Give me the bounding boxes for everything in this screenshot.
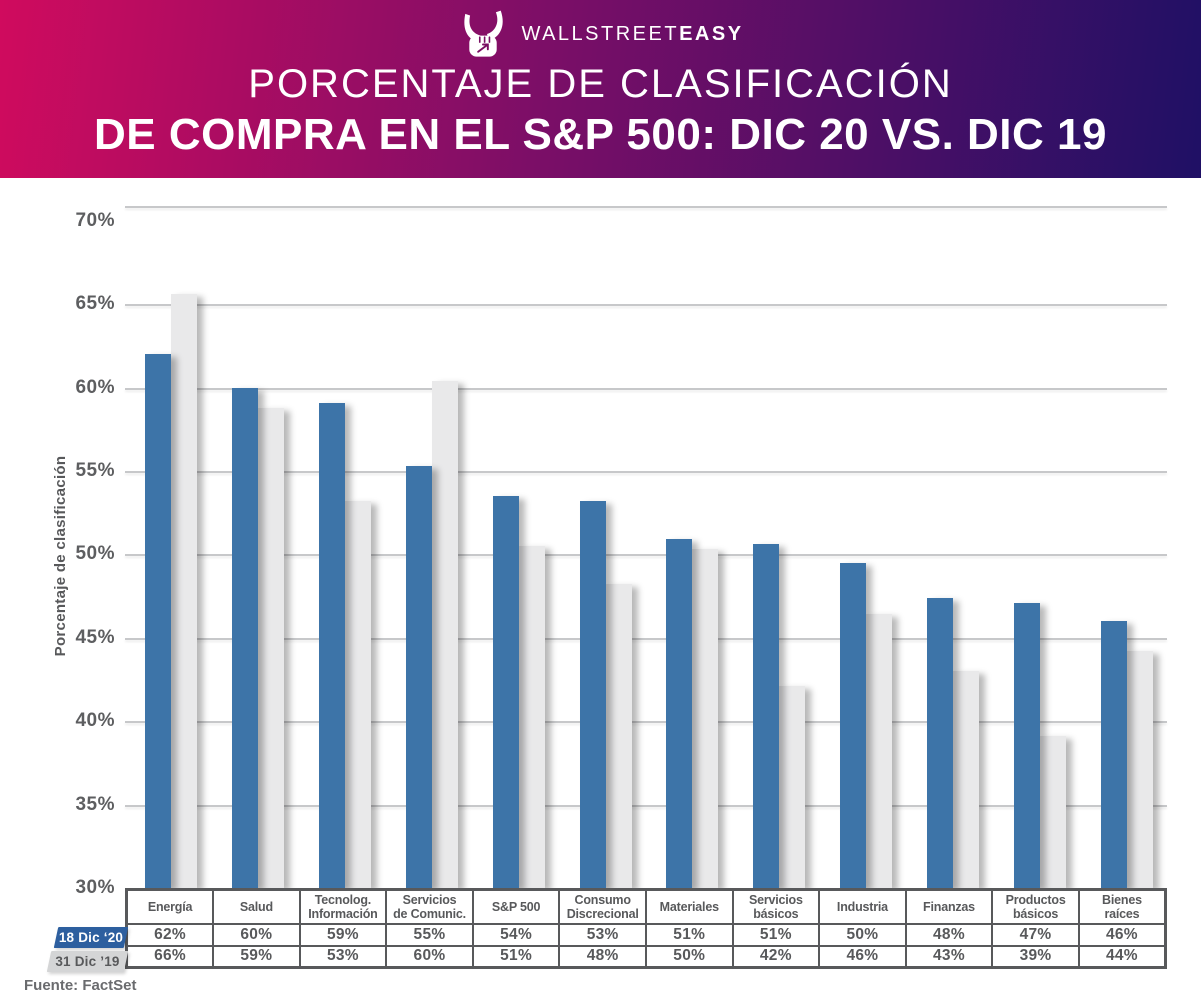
y-tick-label: 70% [75,209,115,231]
bar-dec19 [605,584,632,888]
brand-name-bold: EASY [679,22,744,45]
value-cell: 62% [125,922,215,947]
value-cell: 54% [471,922,561,947]
value-cell: 66% [125,944,215,969]
bar-dec19 [866,614,893,888]
gridline-60 [125,387,1167,390]
bar-dec19 [1126,651,1153,888]
bar-dec20 [579,501,606,888]
bar-dec19 [171,294,198,888]
legend-tab-label: 31 Dic ’19 [55,954,120,969]
category-header-cell: S&P 500 [471,888,561,925]
bar-dec20 [753,544,780,888]
title-line-2: DE COMPRA EN EL S&P 500: DIC 20 VS. DIC … [94,110,1107,159]
bar-dec20 [926,597,953,888]
value-cell: 53% [298,944,388,969]
bar-dec20 [232,387,259,888]
value-cell: 50% [818,922,907,947]
gridline-50 [125,554,1167,557]
value-cell: 39% [991,944,1080,969]
bar-dec19 [692,549,719,888]
value-cell: 59% [212,944,301,969]
category-header-cell: Servicios básicos [731,888,821,925]
brand-wordmark: WALLSTREETEASY [521,23,743,46]
category-header-cell: Tecnolog. Información [298,888,388,925]
bar-dec20 [405,465,432,888]
category-header-cell: Industria [818,888,907,925]
y-tick-label: 30% [75,877,115,898]
gridline-65 [125,304,1167,307]
bar-dec20 [145,354,172,888]
value-cell: 59% [298,922,388,947]
bar-dec20 [840,562,867,888]
category-header-cell: Productos básicos [991,888,1080,925]
y-tick-label: 60% [75,376,115,398]
bar-dec20 [1013,602,1040,888]
bar-dec19 [1039,736,1066,888]
category-header-cell: Bienes raíces [1077,888,1167,925]
y-tick-label: 45% [75,626,115,648]
value-cell: 42% [731,944,821,969]
bar-dec19 [518,546,545,888]
category-header-cell: Salud [212,888,301,925]
bar-dec19 [952,671,979,888]
category-header-cell: Consumo Discrecional [558,888,647,925]
legend-tab-dec19: 31 Dic ’19 [46,951,129,972]
table-header-row: Energía Salud Tecnolog. Información Servicio… [125,888,1167,925]
brand-logo: WALLSTREETEASY [0,0,1201,58]
category-header-cell: Finanzas [904,888,994,925]
source-note: Fuente: FactSet [24,977,137,994]
bar-dec19 [431,380,458,888]
title-line-1: PORCENTAJE DE CLASIFICACIÓN [248,62,953,106]
value-cell: 51% [731,922,821,947]
category-header-cell: Materiales [644,888,734,925]
value-cell: 43% [904,944,994,969]
header-banner: WALLSTREETEASY PORCENTAJE DE CLASIFICACI… [0,0,1201,178]
bar-dec19 [779,686,806,888]
value-cell: 60% [385,944,474,969]
y-tick-label: 55% [75,460,115,481]
value-cell: 50% [644,944,734,969]
data-table: Energía Salud Tecnolog. Información Servicio… [125,888,1167,969]
y-tick-label: 35% [75,793,115,815]
category-header-cell: Energía [125,888,215,925]
value-cell: 48% [558,944,647,969]
y-tick-label: 40% [75,710,115,732]
bar-dec20 [666,539,693,888]
gridline-40 [125,721,1167,724]
bar-dec19 [345,501,372,888]
gridline-55 [125,471,1167,473]
gridline-45 [125,637,1167,640]
y-tick-label: 65% [75,293,115,315]
y-tick-label: 50% [75,543,115,565]
plot-top-border [125,206,1167,208]
legend-tab-dec20: 18 Dic ‘20 [53,927,129,948]
value-cell: 44% [1077,944,1167,969]
category-header-cell: Servicios de Comunic. [385,888,474,925]
value-cell: 51% [644,922,734,947]
bar-dec20 [319,402,346,888]
value-cell: 53% [558,922,647,947]
legend-tab-label: 18 Dic ‘20 [58,930,124,945]
bar-dec20 [1100,621,1127,888]
value-cell: 46% [1077,922,1167,947]
value-cell: 46% [818,944,907,969]
bar-dec19 [258,407,285,888]
brand-name-light: WALLSTREET [521,22,680,45]
table-value-row: 66% 59% 53% 60% 51% 48% 50% 42% 46% 43% 39% 44% [125,944,1167,969]
value-cell: 48% [904,922,994,947]
value-cell: 60% [212,922,301,947]
value-cell: 47% [991,922,1080,947]
chart-table: Energía Salud Tecnolog. Información Servicio… [125,888,1167,969]
gridline-35 [125,804,1167,807]
bar-dec20 [492,496,519,888]
table-value-row: 62% 60% 59% 55% 54% 53% 51% 51% 50% 48% 47% 46% [125,922,1167,947]
value-cell: 51% [471,944,561,969]
value-cell: 55% [385,922,474,947]
bull-icon [464,10,504,57]
